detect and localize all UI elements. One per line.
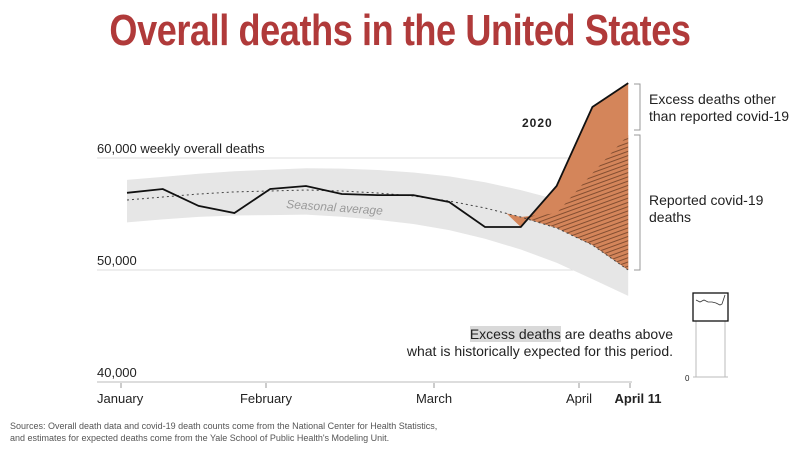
excess-deaths-note: Excess deaths are deaths above what is h…: [407, 326, 673, 360]
seasonal-average-line: [126, 189, 629, 271]
y-tick-label: 40,000: [97, 365, 137, 380]
source-note: Sources: Overall death data and covid-19…: [10, 420, 437, 444]
x-tick-label: April 11: [615, 391, 662, 406]
inset-zero-label: 0: [685, 374, 690, 383]
annotation-line: Reported covid-19: [649, 192, 764, 208]
expected-range-band: [127, 168, 629, 296]
chart-title: Overall deaths in the United States: [109, 6, 691, 55]
source-line: Sources: Overall death data and covid-19…: [10, 421, 438, 431]
inset-line: [695, 294, 726, 306]
annotation-line: than reported covid-19: [649, 108, 790, 124]
year-label: 2020: [522, 116, 553, 130]
deaths-2020-line: [126, 82, 629, 228]
excess-highlight: Excess deaths: [469, 326, 561, 342]
source-line: and estimates for expected deaths come f…: [10, 433, 390, 443]
note-text: are deaths above: [560, 326, 673, 342]
covid-bracket: [634, 134, 641, 271]
annotation-line: deaths: [649, 209, 692, 225]
annotation-line: Excess deaths other: [649, 91, 776, 107]
y-tick-label: 50,000: [97, 253, 137, 268]
reported-covid-area: [506, 135, 629, 271]
x-tick-label: April: [566, 391, 592, 406]
x-tick-label: January: [97, 391, 144, 406]
inset-mini-chart: 0: [685, 292, 729, 383]
reported-covid-annotation: Reported covid-19 deaths: [649, 192, 763, 226]
excess-bracket: [634, 83, 641, 131]
y-tick-label: 60,000 weekly overall deaths: [97, 141, 265, 156]
excess-other-annotation: Excess deaths other than reported covid-…: [649, 91, 789, 125]
x-tick-label: February: [240, 391, 293, 406]
seasonal-average-label: Seasonal average: [286, 197, 384, 218]
x-tick-label: March: [416, 391, 452, 406]
note-text: what is historically expected for this p…: [406, 343, 673, 359]
